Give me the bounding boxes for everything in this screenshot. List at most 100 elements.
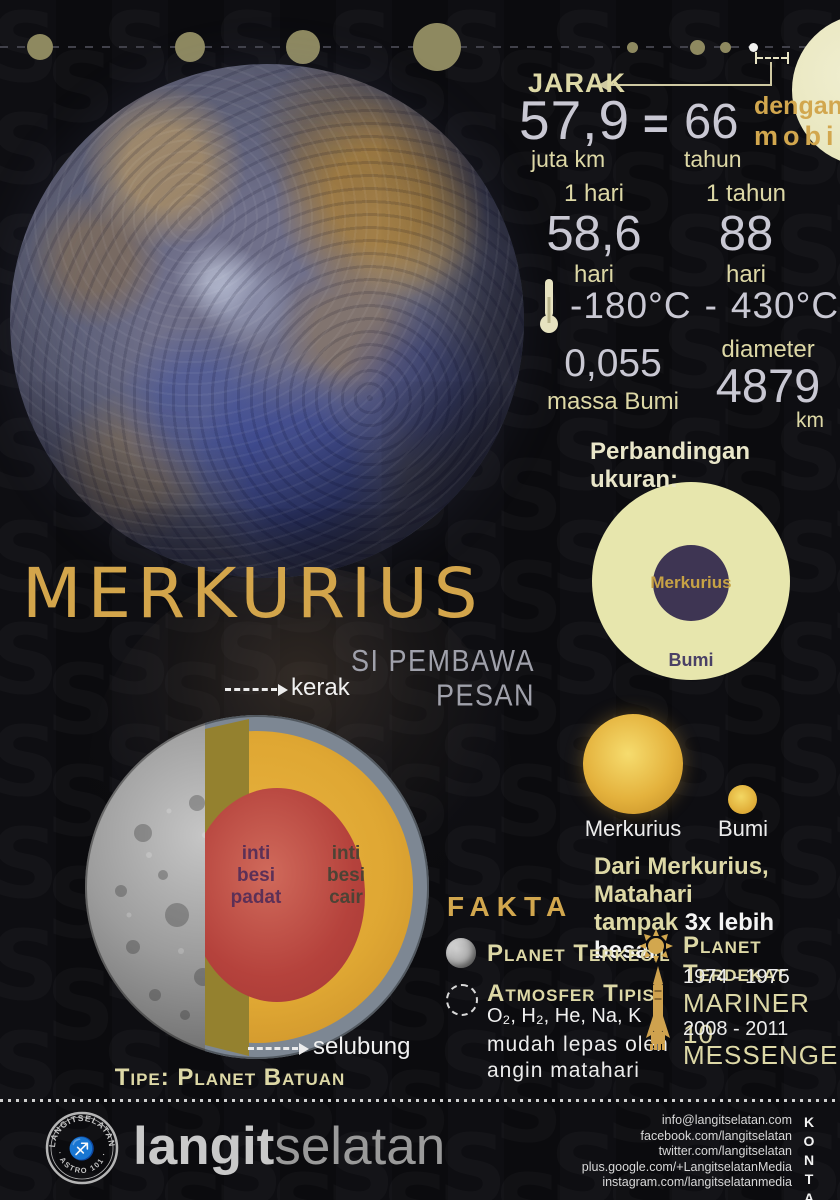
temperature-min: -180°C xyxy=(570,285,692,326)
distance-unit: juta km xyxy=(531,146,606,172)
watermark-letter: S xyxy=(0,816,59,912)
atmosphere-note: mudah lepas oleh angin matahari xyxy=(487,1033,669,1082)
diameter-label: diameter xyxy=(721,336,815,363)
sun-from-earth-icon xyxy=(728,785,757,814)
sun-view-caption-line1: Dari Merkurius, Matahari xyxy=(594,853,769,908)
diameter-unit: km xyxy=(796,408,824,432)
watermark-letter: S xyxy=(438,1122,507,1200)
revolution-stat: 1 tahun 88 hari xyxy=(688,180,804,289)
sun-rays-icon xyxy=(639,929,673,963)
earth-size-circle: Merkurius Bumi xyxy=(592,482,790,680)
car-years-unit: tahun xyxy=(684,146,742,172)
sun-view-caption: Dari Merkurius, Matahari tampak 3x lebih… xyxy=(594,853,840,965)
mantle-label: selubung xyxy=(313,1033,411,1060)
planet-type-label: Tipe: Planet Batuan xyxy=(114,1064,346,1091)
contact-facebook: facebook.com/langitselatan xyxy=(640,1128,792,1143)
crust-rim xyxy=(85,715,429,1059)
contact-googleplus: plus.google.com/+LangitselatanMedia xyxy=(581,1159,792,1174)
langitselatan-badge-logo: LANGITSELATAN · ASTRO 101 · ♐ xyxy=(45,1111,119,1185)
outer-core-label: inti besi cair xyxy=(326,843,366,908)
planet-dot-icon xyxy=(690,40,705,55)
footer-separator xyxy=(0,1099,840,1102)
mercury-size-circle: Merkurius xyxy=(650,545,732,621)
sun-view-earth-label: Bumi xyxy=(717,816,769,841)
mercury-planet-image xyxy=(10,64,524,578)
by-car-label-2: mobil xyxy=(754,121,840,151)
arrow-left-icon xyxy=(598,79,609,91)
rocket-icon xyxy=(646,966,670,1050)
sun-from-mercury-icon xyxy=(583,714,683,814)
inner-core-label: inti besi padat xyxy=(230,843,282,908)
planet-dot-icon xyxy=(413,23,461,71)
kontak-vertical-label: KONTAK xyxy=(801,1114,817,1200)
mercury-size-label: Merkurius xyxy=(650,573,732,592)
planet-dot-icon xyxy=(175,32,205,62)
cutaway-sphere xyxy=(85,715,429,1059)
distance-value: 57,9 xyxy=(519,89,631,151)
temperature-dash: - xyxy=(704,285,718,326)
connector-line xyxy=(770,62,772,86)
thermometer-icon xyxy=(540,279,558,333)
watermark-letter: S xyxy=(494,550,563,646)
contact-twitter: twitter.com/langitselatan xyxy=(658,1144,792,1158)
distance-label: JARAK xyxy=(528,68,627,98)
planet-dot-icon xyxy=(27,34,53,60)
brand-wordmark: langitselatan xyxy=(133,1116,445,1177)
watermark-letter: S xyxy=(830,754,840,850)
watermark-letter: S xyxy=(494,448,563,544)
revolution-value: 88 xyxy=(718,207,774,261)
crust-label: kerak xyxy=(291,674,350,701)
contact-instagram: instagram.com/langitselatanmedia xyxy=(602,1175,792,1189)
earth-size-label: Bumi xyxy=(668,650,714,670)
diameter-value: 4879 xyxy=(715,359,821,412)
size-comparison-heading: Perbandingan ukuran: xyxy=(590,438,751,493)
rotation-stat: 1 hari 58,6 hari xyxy=(536,180,652,289)
planet-dot-icon xyxy=(286,30,320,64)
interior-cutaway-diagram: inti besi padat inti besi cair xyxy=(85,715,430,1060)
watermark-letter: S xyxy=(0,714,59,810)
watermark-letter: S xyxy=(830,550,840,646)
watermark-letter: S xyxy=(102,0,171,96)
watermark-letter: S xyxy=(774,714,840,810)
planet-dot-icon xyxy=(720,42,731,53)
temperature-max: 430°C xyxy=(730,285,840,326)
connector-line xyxy=(608,84,772,86)
sun-view-caption-line2: tampak 3x lebih besar xyxy=(594,909,775,964)
page-subtitle: SI PEMBAWA PESAN xyxy=(350,644,535,713)
planet-dot-icon xyxy=(627,42,638,53)
mass-stat: 0,055 massa Bumi xyxy=(538,342,688,416)
crust-arrow xyxy=(225,684,288,696)
watermark-letter: S xyxy=(830,1060,840,1156)
diameter-stat: diameter 4879 km xyxy=(698,336,838,433)
sun-view-mercury-label: Merkurius xyxy=(584,816,682,841)
car-years-value: 66 xyxy=(684,95,739,149)
equals-sign: = xyxy=(643,99,669,148)
brand-wordmark-light: selatan xyxy=(274,1117,446,1176)
brand-wordmark-bold: langit xyxy=(133,1117,275,1176)
page-title: MERKURIUS xyxy=(22,554,484,634)
watermark-letter: S xyxy=(830,652,840,748)
revolution-unit: hari xyxy=(725,261,767,288)
small-planet-icon xyxy=(446,938,476,968)
watermark-letter: S xyxy=(830,1162,840,1200)
rotation-value: 58,6 xyxy=(546,207,642,261)
atmosphere-label: Atmosfer Tipis xyxy=(487,980,655,1007)
contact-list: info@langitselatan.com facebook.com/lang… xyxy=(540,1113,792,1191)
rotation-label: 1 hari xyxy=(563,180,625,207)
mission-1-years: 1974 - 1975 xyxy=(683,966,790,988)
smallest-planet-label: Planet Terkecil xyxy=(487,940,671,967)
mass-label: massa Bumi xyxy=(546,388,680,415)
distance-bracket xyxy=(755,52,789,64)
closest-planet-label: Planet Terdekat xyxy=(683,932,787,987)
watermark-letter: S xyxy=(0,918,59,1014)
centaur-archer-icon: ♐ xyxy=(68,1136,95,1161)
mission-2-years: 2008 - 2011 xyxy=(683,1018,789,1040)
mantle-arrow xyxy=(248,1043,309,1055)
atmosphere-elements: O₂, H₂, He, Na, K xyxy=(487,1005,642,1027)
mercury-dot-icon xyxy=(749,43,758,52)
revolution-label: 1 tahun xyxy=(705,180,787,207)
by-car-label-1: dengan xyxy=(754,92,840,120)
facts-heading: FAKTA xyxy=(447,891,574,922)
mission-2-name: MESSENGER xyxy=(683,1040,840,1070)
